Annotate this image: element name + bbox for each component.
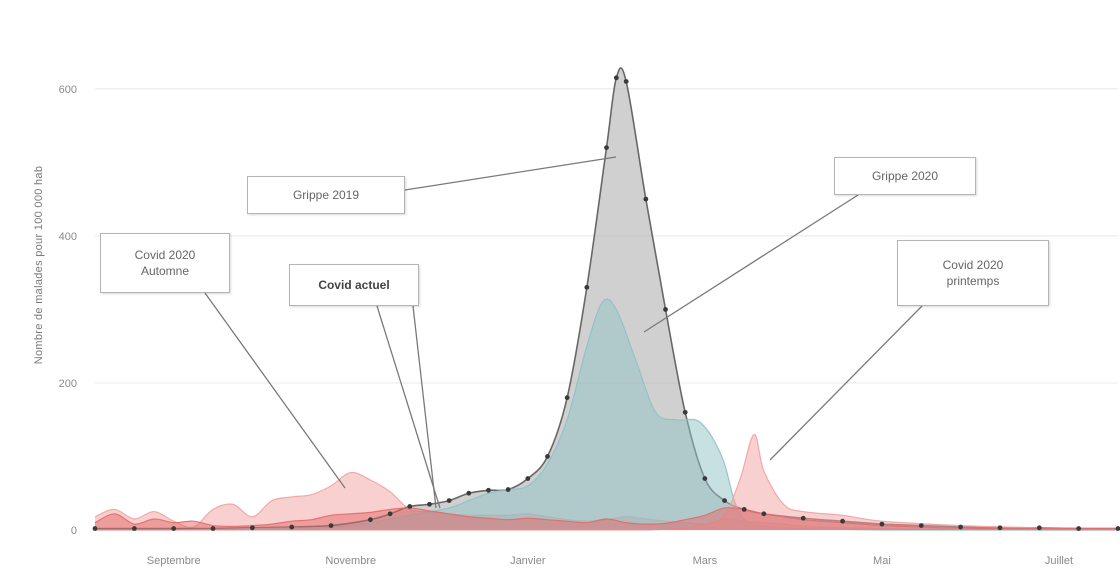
leader-line-covid_automne — [204, 292, 346, 489]
data-point-grippe-2019 — [1036, 525, 1042, 531]
data-point-grippe-2019 — [545, 454, 550, 459]
data-point-grippe-2019 — [879, 521, 885, 527]
y-tick-label: 200 — [59, 378, 77, 390]
data-point-grippe-2019 — [92, 526, 98, 531]
y-tick-label: 0 — [71, 525, 77, 537]
series-areas — [94, 67, 1119, 531]
data-point-grippe-2019 — [427, 501, 432, 507]
y-axis-label: Nombre de malades pour 100 000 hab — [33, 166, 45, 365]
data-point-grippe-2019 — [131, 526, 137, 531]
y-tick-label: 400 — [59, 231, 77, 243]
leader-line-covid_actuel — [376, 305, 441, 509]
data-point-grippe-2019 — [663, 307, 668, 312]
leader-line-grippe2020 — [643, 194, 859, 333]
series-line-covid-actuel — [94, 507, 1118, 530]
callout-covid-automne: Covid 2020 Automne — [100, 233, 230, 293]
y-axis-ticks: 0 200 400 600 — [59, 84, 77, 537]
data-point-grippe-2019 — [682, 409, 688, 415]
y-tick-label: 600 — [59, 84, 77, 96]
x-tick-label: Mai — [873, 555, 891, 567]
data-point-grippe-2019 — [525, 476, 531, 481]
data-point-grippe-2019 — [486, 487, 491, 493]
series-markers — [92, 75, 1120, 531]
data-point-grippe-2019 — [368, 517, 373, 523]
data-point-grippe-2019 — [466, 490, 472, 496]
series-area-grippe-2020 — [95, 299, 1118, 530]
data-point-grippe-2019 — [840, 518, 845, 524]
data-point-grippe-2019 — [722, 498, 727, 503]
callout-grippe2020: Grippe 2020 — [834, 157, 976, 195]
leader-line-covid_printemps — [769, 305, 923, 461]
x-axis-ticks: Septembre Novembre Janvier Mars Mai Juillet — [147, 555, 1073, 567]
data-point-grippe-2019 — [623, 79, 629, 84]
data-point-grippe-2019 — [997, 525, 1003, 531]
data-point-grippe-2019 — [613, 75, 619, 81]
data-point-grippe-2019 — [741, 507, 747, 512]
x-tick-label: Juillet — [1045, 555, 1073, 567]
x-tick-label: Septembre — [147, 555, 201, 567]
data-point-grippe-2019 — [407, 504, 413, 509]
data-point-grippe-2019 — [958, 524, 964, 530]
callout-covid-printemps: Covid 2020 printemps — [897, 240, 1049, 306]
data-point-grippe-2019 — [604, 145, 609, 151]
data-point-grippe-2019 — [249, 525, 255, 531]
data-point-grippe-2019 — [1115, 526, 1120, 531]
data-point-grippe-2019 — [387, 511, 393, 517]
leader-line-covid_actuel — [412, 305, 437, 509]
x-tick-label: Mars — [693, 555, 718, 567]
leader-line-grippe2019 — [404, 156, 617, 191]
data-point-grippe-2019 — [918, 523, 924, 528]
data-point-grippe-2019 — [505, 487, 511, 492]
data-point-grippe-2019 — [289, 524, 295, 530]
callout-covid-actuel: Covid actuel — [289, 264, 419, 306]
data-point-grippe-2019 — [564, 395, 570, 401]
data-point-grippe-2019 — [800, 515, 806, 521]
data-point-grippe-2019 — [210, 526, 216, 531]
data-point-grippe-2019 — [446, 498, 452, 503]
data-point-grippe-2019 — [643, 196, 649, 202]
data-point-grippe-2019 — [702, 476, 708, 481]
data-point-grippe-2019 — [584, 284, 590, 290]
x-tick-label: Novembre — [325, 555, 376, 567]
annotation-leader-lines — [204, 156, 923, 509]
callout-grippe2019: Grippe 2019 — [247, 176, 405, 214]
x-tick-label: Janvier — [510, 555, 546, 567]
data-point-grippe-2019 — [1076, 526, 1082, 531]
data-point-grippe-2019 — [328, 523, 334, 528]
data-point-grippe-2019 — [171, 526, 177, 531]
data-point-grippe-2019 — [761, 511, 767, 517]
